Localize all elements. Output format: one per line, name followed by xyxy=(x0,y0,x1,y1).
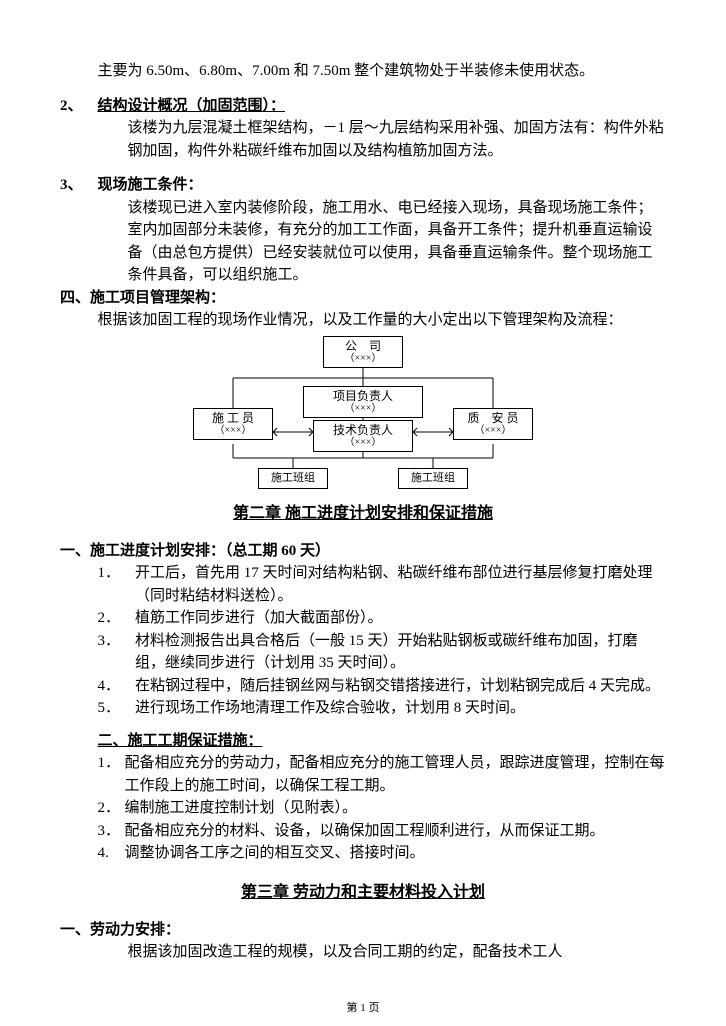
guarantee-item: 1．配备相应充分的劳动力，配备相应充分的施工管理人员，跟踪进度管理，控制在每工作… xyxy=(60,752,666,797)
org-node-qa: 质 安 员 （×××） xyxy=(453,408,533,440)
org-node-team1: 施工班组 xyxy=(258,468,328,489)
schedule-item-text: 开工后，首先用 17 天时间对结构粘钢、粘碳纤维布部位进行基层修复打磨处理（同时… xyxy=(135,562,666,607)
org-worker-l1: 施 工 员 xyxy=(198,411,268,425)
org-node-pm: 项目负责人 （×××） xyxy=(303,386,423,418)
org-qa-l2: （×××） xyxy=(458,425,528,437)
org-node-company: 公 司 （×××） xyxy=(323,336,403,368)
guarantee-item-text: 调整协调各工序之间的相互交叉、搭接时间。 xyxy=(125,842,667,865)
section-2-title: 结构设计概况（加固范围）： xyxy=(98,95,286,118)
schedule-item: 2．植筋工作同步进行（加大截面部份）。 xyxy=(60,607,666,630)
section-4-title: 四、施工项目管理架构： xyxy=(60,287,666,310)
schedule-item-num: 1． xyxy=(98,562,136,607)
schedule-item-num: 2． xyxy=(98,607,136,630)
document-page: 主要为 6.50m、6.80m、7.00m 和 7.50m 整个建筑物处于半装修… xyxy=(0,0,726,1026)
schedule-item-text: 在粘钢过程中，随后挂钢丝网与粘钢交错搭接进行，计划粘钢完成后 4 天完成。 xyxy=(135,675,666,698)
schedule-item-text: 进行现场工作场地清理工作及综合验收，计划用 8 天时间。 xyxy=(135,697,666,720)
org-company-l2: （×××） xyxy=(328,353,398,365)
guarantee-item-text: 编制施工进度控制计划（见附表）。 xyxy=(125,797,667,820)
guarantee-item-num: 2． xyxy=(98,797,125,820)
schedule-item: 1．开工后，首先用 17 天时间对结构粘钢、粘碳纤维布部位进行基层修复打磨处理（… xyxy=(60,562,666,607)
schedule-title: 一、施工进度计划安排：（总工期 60 天） xyxy=(60,540,666,563)
guarantee-title: 二、施工工期保证措施： xyxy=(60,730,666,753)
section-3-title: 现场施工条件： xyxy=(98,174,203,197)
schedule-item-num: 4． xyxy=(98,675,136,698)
guarantee-item: 2．编制施工进度控制计划（见附表）。 xyxy=(60,797,666,820)
schedule-item: 4．在粘钢过程中，随后挂钢丝网与粘钢交错搭接进行，计划粘钢完成后 4 天完成。 xyxy=(60,675,666,698)
org-pm-l1: 项目负责人 xyxy=(308,389,418,403)
org-node-worker: 施 工 员 （×××） xyxy=(193,408,273,440)
section-2-num: 2、 xyxy=(60,95,98,118)
schedule-item-text: 材料检测报告出具合格后（一般 15 天）开始粘贴钢板或碳纤维布加固，打磨组，继续… xyxy=(135,630,666,675)
guarantee-item-num: 3． xyxy=(98,820,125,843)
section-3-num: 3、 xyxy=(60,174,98,197)
schedule-item-num: 3． xyxy=(98,630,136,675)
org-chart: 公 司 （×××） 项目负责人 （×××） 技术负责人 （×××） 施 工 员 … xyxy=(163,336,563,494)
chapter-2-title: 第二章 施工进度计划安排和保证措施 xyxy=(60,502,666,526)
section-4-body: 根据该加固工程的现场作业情况，以及工作量的大小定出以下管理架构及流程： xyxy=(60,309,666,332)
labor-title: 一、劳动力安排： xyxy=(60,919,666,942)
guarantee-item-text: 配备相应充分的材料、设备，以确保加固工程顺利进行，从而保证工期。 xyxy=(125,820,667,843)
org-tech-l2: （×××） xyxy=(318,437,408,449)
section-3: 3、 现场施工条件： xyxy=(60,174,666,197)
org-node-team2: 施工班组 xyxy=(398,468,468,489)
schedule-list: 1．开工后，首先用 17 天时间对结构粘钢、粘碳纤维布部位进行基层修复打磨处理（… xyxy=(60,562,666,720)
labor-body: 根据该加固改造工程的规模，以及合同工期的约定，配备技术工人 xyxy=(60,941,666,964)
org-qa-l1: 质 安 员 xyxy=(458,411,528,425)
guarantee-item-num: 1． xyxy=(98,752,125,797)
org-pm-l2: （×××） xyxy=(308,403,418,415)
page-footer: 第 1 页 xyxy=(0,1000,726,1017)
section-2: 2、 结构设计概况（加固范围）： xyxy=(60,95,666,118)
org-company-l1: 公 司 xyxy=(328,339,398,353)
guarantee-item: 3．配备相应充分的材料、设备，以确保加固工程顺利进行，从而保证工期。 xyxy=(60,820,666,843)
section-2-body: 该楼为九层混凝土框架结构，－1 层～九层结构采用补强、加固方法有：构件外粘钢加固… xyxy=(60,117,666,162)
guarantee-item-num: 4. xyxy=(98,842,125,865)
intro-paragraph: 主要为 6.50m、6.80m、7.00m 和 7.50m 整个建筑物处于半装修… xyxy=(60,60,666,83)
org-tech-l1: 技术负责人 xyxy=(318,423,408,437)
section-3-body: 该楼现已进入室内装修阶段，施工用水、电已经接入现场，具备现场施工条件；室内加固部… xyxy=(60,197,666,287)
schedule-item: 3．材料检测报告出具合格后（一般 15 天）开始粘贴钢板或碳纤维布加固，打磨组，… xyxy=(60,630,666,675)
schedule-item-num: 5． xyxy=(98,697,136,720)
org-worker-l2: （×××） xyxy=(198,425,268,437)
chapter-3-title: 第三章 劳动力和主要材料投入计划 xyxy=(60,881,666,905)
guarantee-item-text: 配备相应充分的劳动力，配备相应充分的施工管理人员，跟踪进度管理，控制在每工作段上… xyxy=(125,752,667,797)
org-node-tech: 技术负责人 （×××） xyxy=(313,420,413,452)
schedule-item: 5．进行现场工作场地清理工作及综合验收，计划用 8 天时间。 xyxy=(60,697,666,720)
guarantee-list: 1．配备相应充分的劳动力，配备相应充分的施工管理人员，跟踪进度管理，控制在每工作… xyxy=(60,752,666,865)
schedule-item-text: 植筋工作同步进行（加大截面部份）。 xyxy=(135,607,666,630)
guarantee-item: 4.调整协调各工序之间的相互交叉、搭接时间。 xyxy=(60,842,666,865)
